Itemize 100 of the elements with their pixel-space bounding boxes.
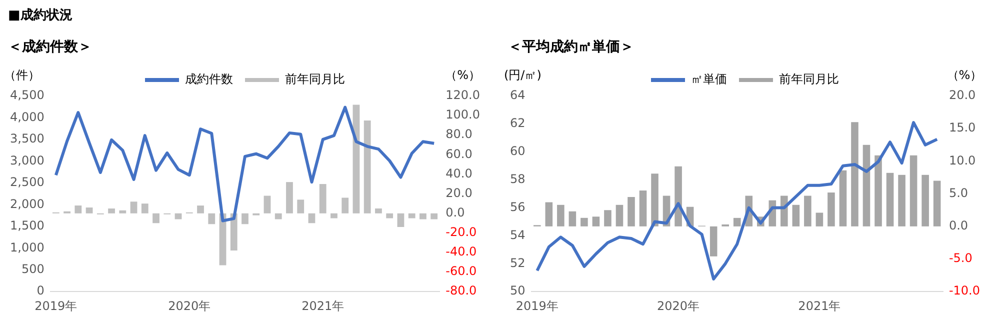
y2-tick-label: -40.0 [446, 244, 477, 259]
bar [197, 206, 204, 214]
bar [152, 213, 160, 224]
y2-tick-label: 0.0 [948, 218, 968, 233]
bar [308, 213, 316, 224]
x-tick-label: 2019年 [34, 298, 78, 313]
bar [816, 212, 824, 226]
y-tick-label: 64 [510, 88, 526, 102]
bar [568, 211, 576, 226]
bar [141, 204, 148, 214]
bar [108, 208, 115, 214]
bar [910, 155, 918, 226]
y2-tick-label: 40.0 [446, 166, 472, 180]
bar [397, 213, 404, 228]
y-tick-label: 58 [510, 172, 526, 186]
bar [242, 213, 248, 224]
bar [710, 226, 718, 256]
bar [804, 196, 812, 226]
bar [828, 192, 835, 226]
bar [375, 208, 382, 214]
y-tick-label: 56 [510, 200, 526, 214]
bar [639, 190, 647, 226]
y2-tick-label: -60.0 [446, 264, 477, 278]
x-tick-label: 2020年 [657, 298, 700, 313]
y2-tick-label: 60.0 [446, 146, 472, 161]
x-tick-label: 2020年 [168, 298, 211, 313]
legend-label: 前年同月比 [779, 72, 839, 86]
bar [616, 204, 624, 226]
y2-tick-label: 80.0 [446, 127, 472, 142]
y-tick-label: 4,500 [10, 88, 44, 102]
x-tick-label: 2021年 [798, 298, 841, 313]
bar [74, 206, 82, 214]
y-tick-label: 500 [21, 262, 44, 276]
y2-axis-title: （%） [445, 68, 481, 82]
y2-tick-label: 20.0 [446, 186, 472, 200]
bar [119, 210, 126, 214]
bar [628, 197, 635, 226]
bar [674, 166, 682, 226]
y-axis-title: （件） [4, 68, 40, 82]
y-tick-label: 50 [510, 284, 526, 298]
bar [851, 122, 858, 226]
bar [886, 172, 894, 226]
bar [733, 218, 741, 226]
y2-tick-label: 15.0 [948, 120, 976, 135]
bar [839, 170, 847, 226]
x-tick-label: 2019年 [516, 298, 558, 313]
bar [264, 196, 271, 214]
y2-tick-label: 20.0 [948, 88, 976, 102]
y2-tick-label: -20.0 [446, 225, 477, 240]
bar [342, 198, 349, 214]
bar [286, 182, 293, 214]
chart-title: ＜成約件数＞ [8, 38, 92, 56]
bar [386, 213, 394, 218]
y2-tick-label: 0.0 [446, 205, 465, 220]
bar [792, 204, 800, 226]
bar [557, 204, 564, 226]
y-tick-label: 1,000 [10, 240, 44, 254]
legend-label: ㎡単価 [691, 72, 727, 86]
y-tick-label: 3,500 [10, 132, 44, 146]
y2-tick-label: 120.0 [446, 88, 480, 102]
y2-tick-label: -80.0 [446, 284, 477, 298]
bar [297, 200, 304, 214]
legend-label: 成約件数 [185, 72, 233, 86]
bar [208, 213, 216, 224]
bar [130, 202, 138, 214]
chart-title: ＜平均成約㎡単価＞ [508, 38, 634, 56]
y-tick-label: 3,000 [10, 153, 44, 168]
y-tick-label: 2,500 [10, 175, 44, 190]
y2-axis-title: （%） [946, 68, 982, 82]
bar [274, 213, 282, 220]
y-tick-label: 60 [510, 144, 526, 158]
bar [430, 213, 438, 220]
bar [933, 180, 941, 226]
y-tick-label: 52 [510, 256, 526, 270]
bar [364, 120, 371, 214]
bar [580, 218, 588, 226]
bar [420, 213, 426, 220]
y-tick-label: 4,000 [10, 110, 44, 124]
bar [319, 184, 326, 214]
y2-tick-label: -5.0 [948, 251, 972, 266]
bar [86, 207, 93, 214]
y-tick-label: 0 [36, 284, 44, 298]
y2-tick-label: 10.0 [948, 153, 976, 168]
y-tick-label: 54 [510, 228, 526, 242]
legend-label: 前年同月比 [285, 72, 345, 86]
x-tick-label: 2021年 [302, 298, 344, 313]
y-tick-label: 1,500 [10, 218, 44, 233]
y2-tick-label: 100.0 [446, 108, 480, 122]
bar [330, 213, 338, 218]
y2-tick-label: 5.0 [948, 186, 968, 200]
bar [545, 202, 553, 226]
y-tick-label: 2,000 [10, 196, 44, 211]
bar [604, 210, 612, 226]
y2-tick-label: -10.0 [948, 284, 980, 298]
y-tick-label: 62 [510, 116, 526, 130]
y-axis-title: (円/㎡) [504, 68, 542, 82]
bar [874, 155, 882, 226]
text: ■成約状況 [8, 7, 72, 24]
bar [898, 174, 906, 226]
bar [922, 174, 929, 226]
